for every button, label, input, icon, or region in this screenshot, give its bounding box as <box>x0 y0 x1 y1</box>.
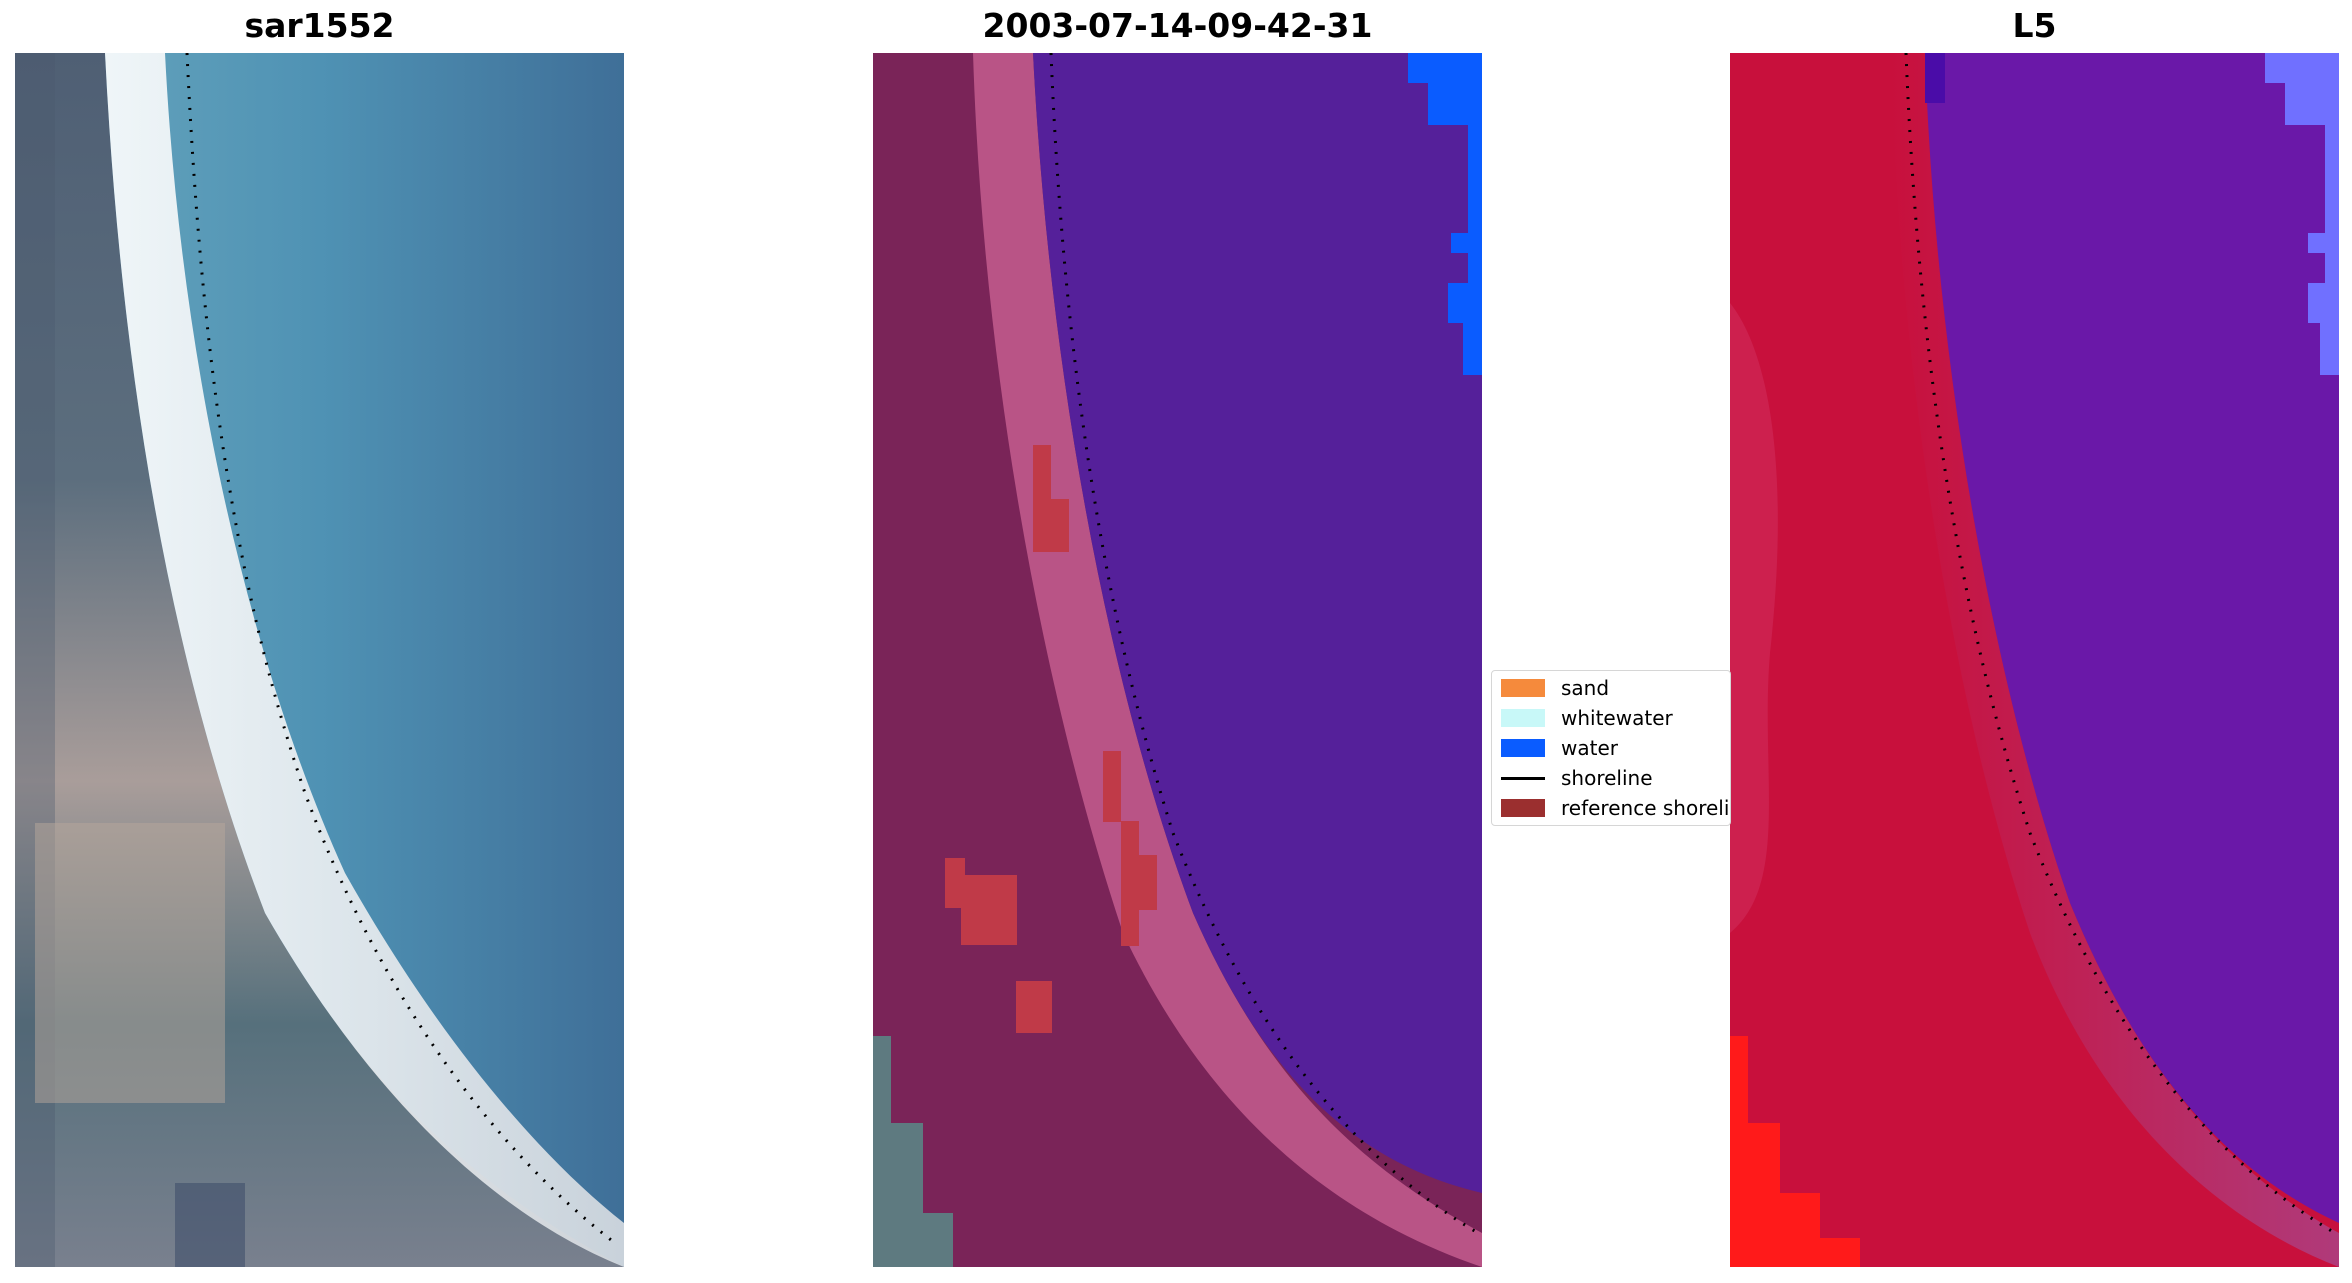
legend-label-reference-shoreline: reference shoreline <box>1561 796 1730 820</box>
panel-title-probability: L5 <box>2012 6 2057 45</box>
probability-image <box>1730 53 2339 1267</box>
classification-panel <box>873 53 1482 1267</box>
rgb-image-panel <box>15 53 624 1267</box>
rgb-image <box>15 53 624 1267</box>
water-class-area <box>1408 53 1482 375</box>
shoreline-line-icon <box>1501 776 1545 780</box>
whitewater-swatch <box>1501 709 1545 727</box>
legend-item-water: water <box>1501 735 1618 761</box>
reference-patches <box>945 445 1157 1033</box>
legend-label-water: water <box>1561 736 1618 760</box>
panel-title-classification: 2003-07-14-09-42-31 <box>982 6 1373 45</box>
legend: sand whitewater water shoreline referenc… <box>1491 670 1731 826</box>
classification-image <box>873 53 1482 1267</box>
water-swatch <box>1501 739 1545 757</box>
shoreline-trace <box>185 53 616 1245</box>
reference-shoreline-swatch <box>1501 799 1545 817</box>
legend-label-shoreline: shoreline <box>1561 766 1653 790</box>
legend-label-whitewater: whitewater <box>1561 706 1673 730</box>
legend-item-reference-shoreline: reference shoreline <box>1501 795 1730 821</box>
legend-label-sand: sand <box>1561 676 1610 700</box>
legend-item-whitewater: whitewater <box>1501 705 1673 731</box>
probability-panel <box>1730 53 2339 1267</box>
panel-title-rgb: sar1552 <box>244 6 395 45</box>
legend-item-shoreline: shoreline <box>1501 765 1653 791</box>
legend-item-sand: sand <box>1501 675 1609 701</box>
sand-swatch <box>1501 679 1545 697</box>
